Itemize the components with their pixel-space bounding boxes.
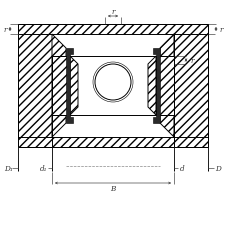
Polygon shape <box>18 25 207 35</box>
Text: B: B <box>110 184 115 192</box>
Polygon shape <box>147 57 155 115</box>
Polygon shape <box>173 25 207 147</box>
Text: d: d <box>179 164 183 172</box>
Polygon shape <box>70 57 78 115</box>
Text: D: D <box>214 164 220 172</box>
Text: r: r <box>111 8 114 16</box>
Text: r: r <box>3 26 7 34</box>
Polygon shape <box>18 25 52 147</box>
Text: r: r <box>189 57 193 65</box>
Polygon shape <box>159 35 173 137</box>
Polygon shape <box>52 35 66 137</box>
Text: D₁: D₁ <box>4 164 12 172</box>
Text: r: r <box>218 26 222 34</box>
Polygon shape <box>155 57 173 115</box>
Polygon shape <box>66 49 73 123</box>
Polygon shape <box>152 49 159 123</box>
Polygon shape <box>18 137 207 147</box>
Polygon shape <box>52 57 70 115</box>
Circle shape <box>95 65 131 101</box>
Text: d₁: d₁ <box>40 164 48 172</box>
